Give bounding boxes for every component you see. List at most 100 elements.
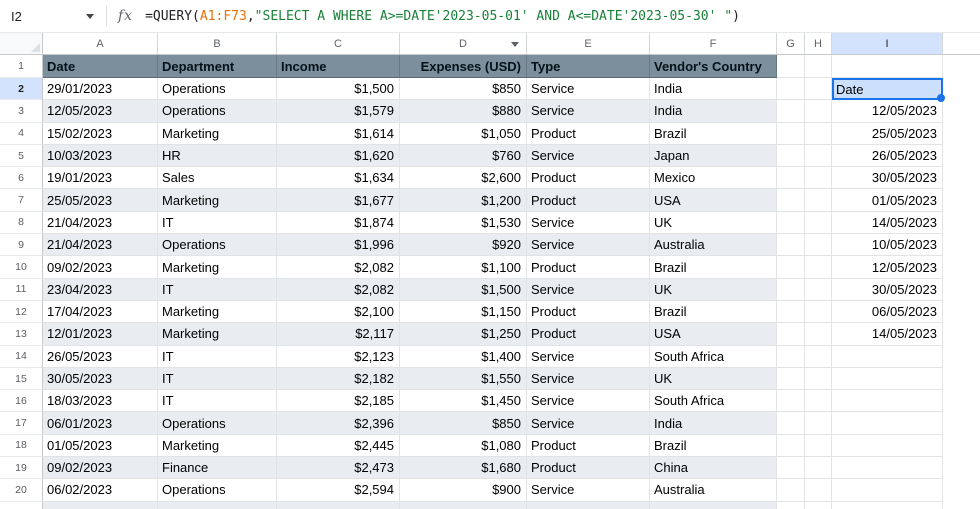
cell-D9[interactable]: $920 [400,234,527,257]
cell-I5[interactable]: 26/05/2023 [832,144,943,168]
cell-H16[interactable] [805,390,832,413]
cell-D21[interactable] [400,501,527,509]
formula-input[interactable]: =QUERY(A1:F73,"SELECT A WHERE A>=DATE'20… [145,9,740,24]
column-header-B[interactable]: B [158,33,277,54]
cell-I6[interactable]: 30/05/2023 [832,167,943,190]
cell-A21[interactable] [43,501,158,509]
cell-I10[interactable]: 12/05/2023 [832,256,943,279]
cell-G1[interactable] [777,55,805,78]
cell-G12[interactable] [777,300,805,324]
cell-E18[interactable]: Product [527,434,650,458]
cell-B5[interactable]: HR [158,144,277,168]
cell-G9[interactable] [777,234,805,257]
cell-E10[interactable]: Product [527,256,650,279]
cell-A18[interactable]: 01/05/2023 [43,434,158,458]
cell-B6[interactable]: Sales [158,167,277,190]
cell-C21[interactable] [277,501,400,509]
cell-A6[interactable]: 19/01/2023 [43,167,158,190]
cell-I12[interactable]: 06/05/2023 [832,300,943,324]
cell-G18[interactable] [777,434,805,458]
cell-C12[interactable]: $2,100 [277,300,400,324]
row-header-3[interactable]: 3 [0,100,43,123]
cell-H21[interactable] [805,501,832,509]
cell-H4[interactable] [805,122,832,145]
cell-I9[interactable]: 10/05/2023 [832,234,943,257]
cell-E7[interactable]: Product [527,189,650,212]
cell-D11[interactable]: $1,500 [400,278,527,301]
cell-E21[interactable] [527,501,650,509]
cell-F20[interactable]: Australia [650,479,777,502]
cell-A10[interactable]: 09/02/2023 [43,256,158,279]
cell-G13[interactable] [777,323,805,346]
cell-E5[interactable]: Service [527,144,650,168]
cell-I4[interactable]: 25/05/2023 [832,122,943,145]
cell-C11[interactable]: $2,082 [277,278,400,301]
cell-I13[interactable]: 14/05/2023 [832,323,943,346]
cell-A19[interactable]: 09/02/2023 [43,457,158,480]
cell-D16[interactable]: $1,450 [400,390,527,413]
header-cell-4[interactable]: Type [527,55,650,78]
cell-E12[interactable]: Product [527,300,650,324]
cell-C7[interactable]: $1,677 [277,189,400,212]
cell-B18[interactable]: Marketing [158,434,277,458]
cell-H11[interactable] [805,278,832,301]
row-header-9[interactable]: 9 [0,234,43,257]
cell-F6[interactable]: Mexico [650,167,777,190]
cell-F21[interactable] [650,501,777,509]
cell-D15[interactable]: $1,550 [400,367,527,391]
row-header-15[interactable]: 15 [0,367,43,391]
row-header-17[interactable]: 17 [0,412,43,435]
cell-F4[interactable]: Brazil [650,122,777,145]
cell-B7[interactable]: Marketing [158,189,277,212]
cell-A16[interactable]: 18/03/2023 [43,390,158,413]
select-all-corner[interactable] [0,33,43,54]
cell-B10[interactable]: Marketing [158,256,277,279]
cell-G16[interactable] [777,390,805,413]
header-cell-0[interactable]: Date [43,55,158,78]
row-header-14[interactable]: 14 [0,345,43,368]
cell-F11[interactable]: UK [650,278,777,301]
column-header-E[interactable]: E [527,33,650,54]
cell-A14[interactable]: 26/05/2023 [43,345,158,368]
cell-C13[interactable]: $2,117 [277,323,400,346]
cell-A17[interactable]: 06/01/2023 [43,412,158,435]
cell-A7[interactable]: 25/05/2023 [43,189,158,212]
cell-E15[interactable]: Service [527,367,650,391]
row-header-10[interactable]: 10 [0,256,43,279]
cell-B16[interactable]: IT [158,390,277,413]
row-header-1[interactable]: 1 [0,55,43,78]
column-header-I[interactable]: I [832,33,943,54]
cell-I17[interactable] [832,412,943,435]
cell-D7[interactable]: $1,200 [400,189,527,212]
cell-G7[interactable] [777,189,805,212]
cell-F10[interactable]: Brazil [650,256,777,279]
cell-B11[interactable]: IT [158,278,277,301]
cell-C17[interactable]: $2,396 [277,412,400,435]
cell-E19[interactable]: Product [527,457,650,480]
cell-G6[interactable] [777,167,805,190]
cell-D13[interactable]: $1,250 [400,323,527,346]
cell-B12[interactable]: Marketing [158,300,277,324]
cell-G10[interactable] [777,256,805,279]
cell-C9[interactable]: $1,996 [277,234,400,257]
cell-C2[interactable]: $1,500 [277,78,400,101]
cell-A5[interactable]: 10/03/2023 [43,144,158,168]
cell-A9[interactable]: 21/04/2023 [43,234,158,257]
cell-A3[interactable]: 12/05/2023 [43,100,158,123]
header-cell-3[interactable]: Expenses (USD) [400,55,527,78]
cell-B19[interactable]: Finance [158,457,277,480]
cell-C6[interactable]: $1,634 [277,167,400,190]
cell-E6[interactable]: Product [527,167,650,190]
cell-I7[interactable]: 01/05/2023 [832,189,943,212]
cell-I1[interactable] [832,55,943,78]
column-header-A[interactable]: A [43,33,158,54]
cell-B15[interactable]: IT [158,367,277,391]
cell-D20[interactable]: $900 [400,479,527,502]
cell-I20[interactable] [832,479,943,502]
cell-H19[interactable] [805,457,832,480]
cell-D2[interactable]: $850 [400,78,527,101]
cell-D14[interactable]: $1,400 [400,345,527,368]
cell-B13[interactable]: Marketing [158,323,277,346]
cell-E4[interactable]: Product [527,122,650,145]
cell-E11[interactable]: Service [527,278,650,301]
